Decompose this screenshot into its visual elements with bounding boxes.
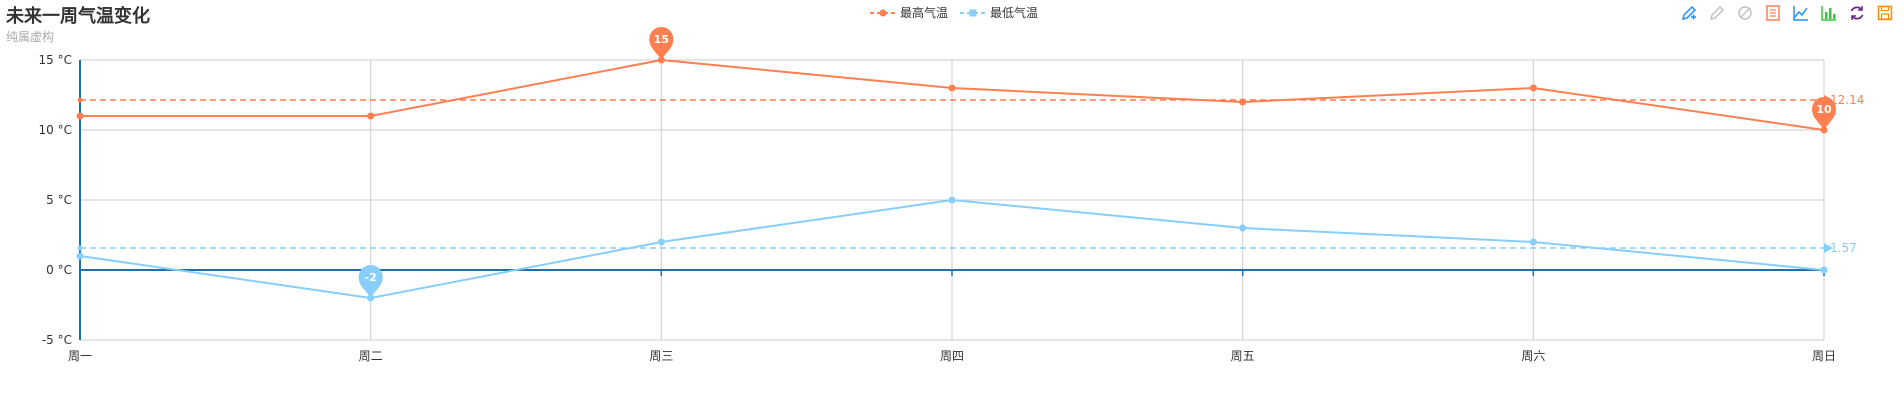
mark-clear-icon[interactable] (1734, 2, 1756, 24)
data-point-1-4 (1239, 224, 1247, 232)
x-tick-label: 周一 (68, 349, 92, 363)
max-marker-0-shape (649, 27, 674, 60)
data-view-icon[interactable] (1762, 2, 1784, 24)
y-tick-label: -5 °C (42, 333, 72, 347)
data-point-0-3 (948, 84, 956, 92)
x-tick-label: 周三 (649, 349, 673, 363)
y-tick-label: 0 °C (46, 263, 72, 277)
data-point-0-4 (1239, 98, 1247, 106)
x-tick-label: 周日 (1812, 349, 1836, 363)
legend-max-line-icon (870, 9, 896, 16)
average-line-start-0 (77, 97, 83, 103)
data-point-1-2 (657, 238, 665, 246)
max-marker-0-label: 15 (654, 33, 669, 46)
max-marker-0: 15 (649, 27, 674, 60)
save-image-icon[interactable] (1874, 2, 1896, 24)
min-marker-0-shape (1812, 97, 1836, 130)
average-line-arrow-1 (1824, 243, 1833, 254)
data-point-0-0 (76, 112, 84, 120)
x-tick-label: 周六 (1521, 349, 1545, 363)
chart-title: 未来一周气温变化 (6, 6, 150, 27)
average-label-1: 1.57 (1830, 241, 1857, 255)
legend: 最高气温 最低气温 (870, 4, 1038, 21)
average-line-start-1 (77, 245, 83, 251)
min-marker-0: 10 (1812, 97, 1836, 130)
data-point-0-5 (1529, 84, 1537, 92)
y-tick-label: 15 °C (39, 53, 72, 67)
mark-undo-icon[interactable] (1706, 2, 1728, 24)
legend-label-max: 最高气温 (900, 6, 949, 20)
mark-icon[interactable] (1678, 2, 1700, 24)
legend-label-min: 最低气温 (990, 6, 1039, 20)
x-tick-label: 周五 (1231, 349, 1255, 363)
data-point-1-5 (1529, 238, 1537, 246)
y-tick-label: 5 °C (46, 193, 72, 207)
x-tick-label: 周二 (359, 349, 383, 363)
bar-chart-icon[interactable] (1818, 2, 1840, 24)
line-chart-icon[interactable] (1790, 2, 1812, 24)
min-marker-1: -2 (358, 265, 383, 298)
data-point-1-3 (948, 196, 956, 204)
restore-icon[interactable] (1846, 2, 1868, 24)
average-label-0: 12.14 (1830, 93, 1864, 107)
series: 12.14 15 10 1.57 -2 (76, 27, 1864, 302)
chart-subtitle: 纯属虚构 (6, 30, 55, 44)
toolbox (1678, 2, 1896, 24)
data-point-0-1 (367, 112, 375, 120)
data-point-1-0 (76, 252, 84, 260)
min-marker-1-shape (358, 265, 383, 298)
legend-item-max[interactable]: 最高气温 (870, 4, 948, 21)
y-tick-label: 10 °C (39, 123, 72, 137)
min-marker-1-label: -2 (365, 271, 377, 284)
data-point-1-6 (1820, 266, 1828, 274)
min-marker-0-label: 10 (1816, 103, 1832, 116)
legend-min-line-icon (960, 9, 987, 16)
legend-item-min[interactable]: 最低气温 (960, 4, 1038, 21)
axes: -5 °C 0 °C 5 °C 10 °C 15 °C 周一 周二 周三 周四 周五 周六 周日 (39, 53, 1836, 363)
x-tick-label: 周四 (940, 349, 964, 363)
